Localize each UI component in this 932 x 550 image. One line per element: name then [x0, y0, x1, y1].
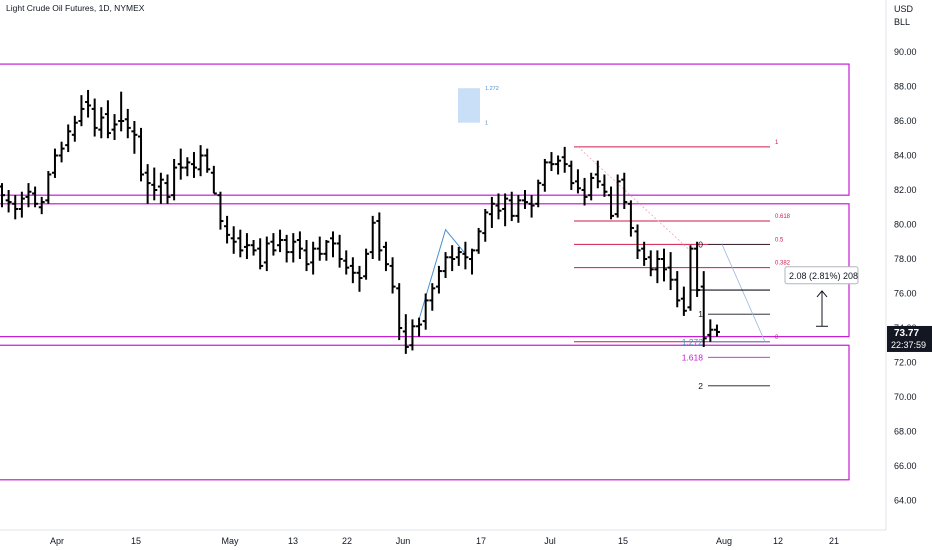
time-tick-label: Aug: [716, 536, 732, 546]
price-tick-label: 88.00: [894, 82, 917, 92]
fib-level-label: 1: [775, 140, 779, 146]
mini-fib-box[interactable]: 1.272 1: [458, 86, 499, 127]
last-price-value: 73.77: [894, 328, 919, 339]
fib-level-label: 0.5: [775, 237, 784, 243]
bar-countdown: 22:37:59: [891, 340, 926, 350]
fib-extension-label: 0: [698, 239, 703, 249]
fib-level-label: 0: [775, 335, 779, 341]
price-tick-label: 84.00: [894, 151, 917, 161]
currency-label: USD: [894, 4, 914, 14]
mini-fib-label: 1: [485, 121, 488, 127]
time-tick-label: 22: [342, 536, 352, 546]
time-tick-label: May: [221, 536, 239, 546]
price-tick-label: 64.00: [894, 496, 917, 506]
price-tick-label: 72.00: [894, 358, 917, 368]
measure-label: 2.08 (2.81%) 208: [789, 271, 858, 281]
price-axis[interactable]: USD BLL 90.00 88.00 86.00 84.00 82.00 80.00 78…: [885, 0, 932, 530]
time-tick-label: Apr: [50, 536, 64, 546]
plot-area[interactable]: [0, 0, 886, 530]
time-tick-label: 12: [773, 536, 783, 546]
time-tick-label: 15: [618, 536, 628, 546]
time-tick-label: 17: [476, 536, 486, 546]
measure-arrow-head: [816, 290, 828, 298]
ohlc-bars: [0, 89, 720, 354]
measure-tool[interactable]: 2.08 (2.81%) 208: [784, 266, 859, 327]
fib-retracement[interactable]: 1 0.618 0.5 0.382 0: [574, 140, 791, 343]
fib-extension-label: 1.272: [682, 337, 704, 347]
fib-trend-line: [577, 146, 691, 251]
price-tick-label: 86.00: [894, 116, 917, 126]
price-tick-label: 78.00: [894, 254, 917, 264]
mini-fib-fill: [458, 88, 480, 123]
price-tick-label: 76.00: [894, 289, 917, 299]
time-tick-label: 21: [829, 536, 839, 546]
fib-level-label: 0.618: [775, 214, 791, 220]
mini-fib-label: 1.272: [485, 86, 499, 92]
time-tick-label: 15: [131, 536, 141, 546]
time-axis[interactable]: Apr 15 May 13 22 Jun 17 Jul 15 Aug 12 21: [0, 529, 886, 546]
lower-zone[interactable]: [0, 344, 850, 481]
price-tick-label: 66.00: [894, 461, 917, 471]
upper-zone[interactable]: [0, 63, 850, 196]
time-tick-label: Jun: [396, 536, 411, 546]
last-price-tag: [887, 325, 932, 352]
price-tick-label: 70.00: [894, 392, 917, 402]
price-tick-label: 90.00: [894, 47, 917, 57]
time-tick-label: Jul: [544, 536, 556, 546]
measure-label-box: [784, 266, 859, 285]
fib-extension-label: 1: [698, 309, 703, 319]
unit-label: BLL: [894, 17, 910, 27]
price-tick-label: 68.00: [894, 427, 917, 437]
fib-extension-trend: [721, 244, 766, 342]
price-tick-label: 80.00: [894, 220, 917, 230]
fib-level-label: 0.382: [775, 261, 791, 267]
fib-extension-label: 1.618: [682, 352, 704, 362]
price-tick-label: 82.00: [894, 185, 917, 195]
time-tick-label: 13: [288, 536, 298, 546]
chart-title: Light Crude Oil Futures, 1D, NYMEX: [6, 3, 145, 13]
fib-extension[interactable]: 0 1 1.272 1.618 2: [682, 239, 770, 391]
swing-trend-line[interactable]: [418, 228, 466, 320]
fib-extension-label: 2: [698, 381, 703, 391]
